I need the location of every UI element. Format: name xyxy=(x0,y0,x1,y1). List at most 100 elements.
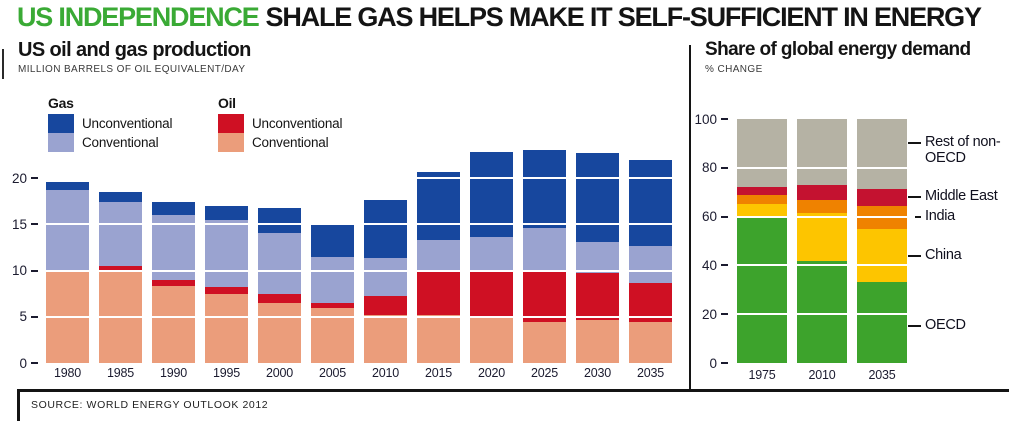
middle-east-segment xyxy=(737,187,787,195)
right-chart-y-axis: 0 20 40 60 80 100 xyxy=(684,112,728,372)
label-leader-rest-of-non-oecd xyxy=(908,142,921,145)
legend-group-oil: Oil Unconventional Conventional xyxy=(218,95,342,152)
y-tick-mark xyxy=(721,215,728,218)
bar-1990 xyxy=(152,150,195,363)
rest-of-non-oecd-segment xyxy=(737,119,787,188)
india-segment xyxy=(797,199,847,213)
y-tick-mark xyxy=(31,177,38,179)
legend-label: Unconventional xyxy=(82,116,173,131)
x-label-2035: 2035 xyxy=(636,366,664,380)
oil-unconventional-segment xyxy=(258,293,301,303)
china-segment xyxy=(737,204,787,217)
legend-label: Unconventional xyxy=(252,116,343,131)
legend-oil-title: Oil xyxy=(218,95,236,111)
series-label-china: China xyxy=(925,246,962,263)
gas-unconventional-segment xyxy=(364,200,407,258)
gas-unconventional-segment xyxy=(99,191,142,203)
x-label-2020: 2020 xyxy=(477,366,505,380)
x-label-2025: 2025 xyxy=(530,366,558,380)
oil-unconventional-swatch xyxy=(218,114,244,133)
oil-conventional-segment xyxy=(258,302,301,363)
gas-unconventional-segment xyxy=(46,181,89,191)
bar-1975 xyxy=(737,119,787,363)
y-tick-80: 80 xyxy=(702,159,728,177)
gas-unconventional-segment xyxy=(152,202,195,215)
x-label-2005: 2005 xyxy=(318,366,346,380)
oil-unconventional-segment xyxy=(311,302,354,309)
gas-conventional-segment xyxy=(152,215,195,280)
oil-conventional-segment xyxy=(629,322,672,363)
bar-2000 xyxy=(258,150,301,363)
rest-of-non-oecd-segment xyxy=(797,119,847,185)
y-tick-100: 100 xyxy=(694,110,728,128)
y-tick-0: 0 xyxy=(709,354,728,372)
gas-conventional-segment xyxy=(523,227,566,271)
legend-gas-title: Gas xyxy=(48,95,74,111)
y-tick-mark xyxy=(721,313,728,316)
y-tick-20: 20 xyxy=(12,169,38,187)
gas-unconventional-swatch xyxy=(48,114,74,133)
y-tick-value: 20 xyxy=(11,170,27,186)
y-tick-mark xyxy=(721,362,728,364)
x-label-2000: 2000 xyxy=(265,366,293,380)
oecd-segment xyxy=(737,216,787,363)
bar-2015 xyxy=(417,150,460,363)
oil-unconventional-segment xyxy=(470,270,513,317)
left-chart-plot-area xyxy=(40,150,680,363)
x-label-2035: 2035 xyxy=(868,368,896,382)
gas-unconventional-segment xyxy=(629,160,672,246)
label-leader-oecd xyxy=(908,325,921,328)
oil-unconventional-segment xyxy=(417,269,460,315)
gas-unconventional-segment xyxy=(205,205,248,220)
legend-label: Conventional xyxy=(82,135,159,150)
right-chart-x-axis: 1975 2010 2035 xyxy=(730,368,915,386)
panel-divider-line xyxy=(689,45,691,391)
series-label-middle-east: Middle East xyxy=(925,188,998,205)
gas-conventional-segment xyxy=(258,232,301,294)
gas-unconventional-segment xyxy=(470,152,513,238)
label-leader-china xyxy=(908,254,921,257)
bottom-rule xyxy=(17,389,1009,392)
gas-unconventional-segment xyxy=(576,153,619,242)
bar-2035 xyxy=(857,119,907,363)
y-tick-20: 20 xyxy=(702,305,728,323)
headline-highlight: US INDEPENDENCE xyxy=(17,2,260,32)
y-tick-mark xyxy=(721,118,728,120)
y-tick-value: 40 xyxy=(701,257,717,273)
oil-unconventional-segment xyxy=(364,296,407,315)
x-label-1985: 1985 xyxy=(106,366,134,380)
legend-label: Conventional xyxy=(252,135,329,150)
bar-2010 xyxy=(797,119,847,363)
gas-conventional-swatch xyxy=(48,133,74,152)
gas-conventional-segment xyxy=(576,241,619,274)
y-tick-mark xyxy=(31,362,38,364)
legend-item-oil-unconventional: Unconventional xyxy=(218,114,342,133)
left-chart-legend: Gas Unconventional Conventional Oil Unco… xyxy=(48,95,478,157)
oecd-segment xyxy=(797,260,847,363)
oecd-segment xyxy=(857,282,907,363)
y-tick-mark xyxy=(31,315,38,318)
oil-unconventional-segment xyxy=(99,265,142,272)
oil-conventional-segment xyxy=(523,322,566,363)
rest-of-non-oecd-segment xyxy=(857,119,907,189)
source-box-left-edge xyxy=(17,389,20,421)
left-chart-x-axis: 1980 1985 1990 1995 2000 2005 2010 2015 2020 2025… xyxy=(40,366,680,384)
bar-1995 xyxy=(205,150,248,363)
y-tick-5: 5 xyxy=(19,308,38,326)
oil-conventional-segment xyxy=(205,293,248,363)
oil-conventional-swatch xyxy=(218,133,244,152)
x-label-2015: 2015 xyxy=(424,366,452,380)
gas-unconventional-segment xyxy=(417,171,460,240)
bar-2005 xyxy=(311,150,354,363)
bar-2010 xyxy=(364,150,407,363)
gridline-20 xyxy=(40,177,680,179)
headline-title: SHALE GAS HELPS MAKE IT SELF-SUFFICIENT … xyxy=(265,2,982,32)
middle-east-segment xyxy=(797,184,847,200)
right-chart-plot-area xyxy=(730,119,915,363)
gas-conventional-segment xyxy=(470,237,513,271)
y-tick-mark xyxy=(31,223,38,226)
right-chart-subtitle: % CHANGE xyxy=(705,64,763,75)
series-label-oecd: OECD xyxy=(925,317,966,334)
gas-unconventional-segment xyxy=(523,150,566,228)
y-tick-40: 40 xyxy=(702,256,728,274)
